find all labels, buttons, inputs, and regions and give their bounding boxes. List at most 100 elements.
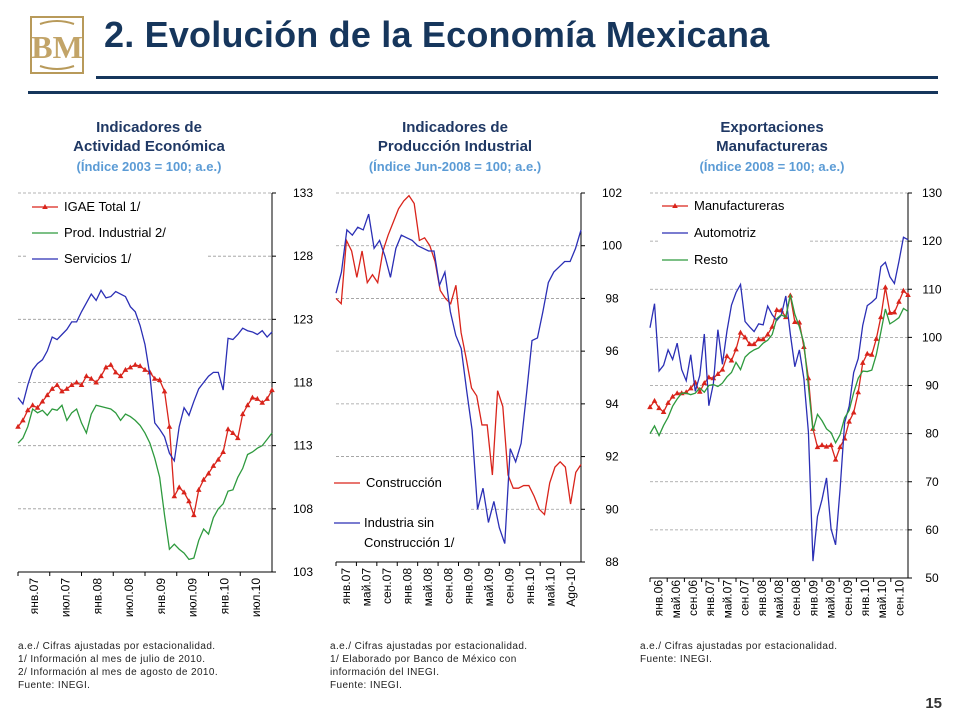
series-marker [108,361,114,367]
series-marker [701,380,708,386]
series-marker [855,389,862,395]
legend-label: Manufactureras [694,198,785,213]
series-marker [210,462,217,468]
panel-3-notes: a.e./ Cifras ajustadas por estacionalida… [640,640,837,666]
y-tick-label: 98 [605,291,619,305]
x-tick-label: янв.07 [703,580,717,617]
series-marker [249,394,256,400]
title-rule-top [96,76,938,79]
panel-1-notes: a.e./ Cifras ajustadas por estacionalida… [18,640,218,692]
x-tick-label: янв.10 [523,568,537,605]
series-marker [724,353,730,359]
legend-label: Industria sin [364,515,434,530]
series-line-2 [17,404,273,561]
series-marker [755,336,762,342]
series-marker [859,359,866,365]
series-marker [64,385,70,391]
x-tick-label: июл.07 [59,578,73,617]
y-tick-label: 90 [925,379,939,393]
panel-2-subtitle: (Índice Jun-2008 = 100; a.e.) [368,159,542,174]
series-marker [93,379,99,385]
series-marker [269,387,275,393]
note-line: Fuente: INEGI. [330,680,403,691]
y-tick-label: 94 [605,397,619,411]
series-marker [73,379,80,385]
note-line: 1/ Información al mes de julio de 2010. [18,654,206,665]
x-tick-label: май.10 [543,568,557,607]
panel-2-title-line2: Producción Industrial [377,138,533,155]
x-tick-label: янв.08 [400,568,414,605]
series-marker [828,442,834,448]
x-tick-label: май.08 [421,568,435,607]
series-marker [841,435,848,441]
note-line: a.e./ Cifras ajustadas por estacionalida… [640,641,838,652]
panel-1-title-line1: Indicadores de [96,119,202,136]
y-tick-label: 103 [293,565,313,579]
x-tick-label: май.07 [360,568,374,607]
series-marker [719,366,726,372]
panel-3-title-line1: Exportaciones [720,119,824,136]
series-line-3 [649,294,909,445]
x-tick-label: май.08 [772,580,786,619]
series-marker [15,423,21,429]
y-tick-label: 110 [922,282,941,296]
series-marker [773,306,780,312]
series-marker [151,375,158,381]
series-marker [235,435,241,441]
note-line: Fuente: INEGI. [18,680,91,691]
banxico-logo-icon: BM [30,16,84,74]
series-marker [651,397,658,403]
x-tick-label: сен.06 [686,580,700,616]
series-marker [687,385,694,391]
y-tick-label: 133 [293,186,313,200]
panel-3-subtitle: (Índice 2008 = 100; a.e.) [699,159,845,174]
series-marker [29,402,36,408]
series-marker [166,423,173,429]
note-line: 1/ Elaborado por Banco de México con [330,654,517,665]
x-tick-label: янв.09 [462,568,476,605]
series-marker [200,476,207,482]
panel-3-title-line2: Manufactureras [716,138,828,155]
series-marker [161,388,168,394]
chart-3: 50 60 70 80 90 100 110 120 130 янв.06 май.06 сен.06… [647,186,942,618]
series-marker [88,375,95,381]
y-tick-label: 113 [293,439,312,453]
series-marker [195,486,202,492]
series-marker [259,399,266,405]
series-marker [112,369,119,375]
series-marker [832,456,839,462]
series-marker [59,388,65,394]
x-tick-label: май.09 [824,580,838,619]
series-marker [122,366,129,372]
x-tick-label: Ago-10 [564,568,578,607]
x-tick-label: янв.09 [154,578,168,615]
series-marker [746,341,753,347]
legend-label: Resto [694,252,728,267]
x-tick-label: июл.10 [249,578,263,617]
series-marker [142,366,148,372]
y-tick-label: 120 [922,234,942,248]
y-tick-label: 50 [925,571,939,585]
series-marker [733,346,739,352]
series-marker [44,392,51,398]
x-tick-label: сен.08 [441,568,455,604]
note-line: información del INEGI. [330,667,440,678]
series-marker [171,493,178,499]
panel-2-title: Indicadores de Producción Industrial (Ín… [310,118,600,176]
legend-label: Construcción 1/ [364,535,455,550]
y-tick-label: 70 [925,475,939,489]
y-tick-label: 60 [925,523,939,537]
panel-1-title: Indicadores de Actividad Económica (Índi… [4,118,294,176]
series-line-2 [335,213,582,544]
page-number: 15 [925,695,942,712]
legend-marker [672,203,678,208]
x-tick-label: май.10 [875,580,889,619]
x-tick-label: янв.08 [90,578,104,615]
y-tick-label: 88 [605,555,619,569]
series-marker [98,373,104,379]
series-marker [900,287,907,293]
legend-label: Automotriz [694,225,756,240]
series-marker [878,314,884,320]
series-marker [205,470,212,476]
series-marker [132,361,139,367]
